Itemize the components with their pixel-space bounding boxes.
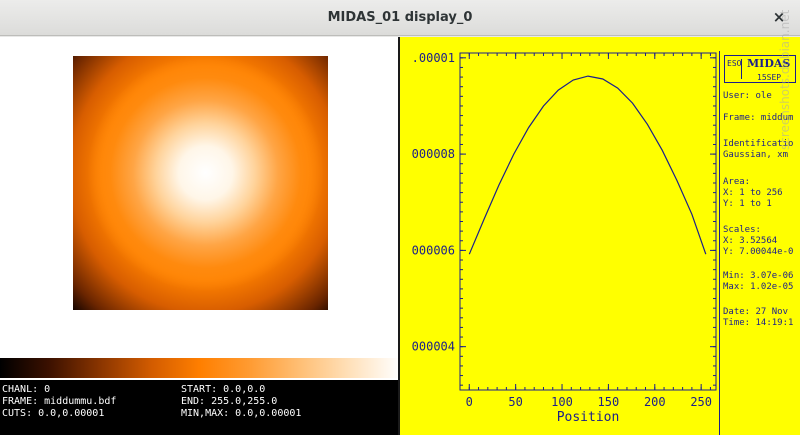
legend-ident-value: Gaussian, xm — [723, 150, 789, 160]
info-frame: FRAME: middummu.bdf — [2, 396, 117, 407]
x-tick-label: 250 — [690, 395, 712, 409]
x-tick-label: 200 — [644, 395, 666, 409]
x-tick-label: 150 — [598, 395, 620, 409]
plot-legend: ESO MIDAS 15SEP User: ole Frame: middum … — [719, 51, 800, 435]
logo-version: 15SEP — [757, 73, 782, 82]
image-info-panel: CHANL: 0 FRAME: middummu.bdf CUTS: 0.0,0… — [0, 380, 398, 435]
plot-display[interactable]: 0 50 100 150 200 250 .00001 000008 000006 000004 P… — [400, 37, 800, 435]
eso-logo-icon: ESO — [727, 59, 742, 79]
legend-scales-x: X: 3.52564 — [723, 236, 778, 246]
legend-scales-y: Y: 7.00044e-0 — [723, 247, 794, 257]
legend-frame: Frame: middum — [723, 113, 794, 123]
series-line — [468, 75, 707, 255]
legend-area-label: Area: — [723, 177, 751, 187]
logo-name: MIDAS — [747, 57, 791, 70]
info-chanl: CHANL: 0 — [2, 384, 51, 395]
legend-scales-label: Scales: — [723, 225, 761, 235]
window-titlebar[interactable]: MIDAS_01 display_0 × — [0, 0, 800, 36]
window-title: MIDAS_01 display_0 — [327, 10, 473, 25]
x-tick-label: 50 — [508, 395, 522, 409]
legend-user: User: ole — [723, 91, 772, 101]
watermark: screenshots.debian.net — [778, 9, 792, 150]
colormap-bar — [0, 358, 400, 378]
image-display[interactable]: CHANL: 0 FRAME: middummu.bdf CUTS: 0.0,0… — [0, 37, 400, 435]
x-tick-label: 100 — [551, 395, 573, 409]
x-tick-label: 0 — [466, 395, 473, 409]
y-tick-label: 000008 — [412, 147, 455, 161]
plot-frame — [459, 52, 717, 391]
y-tick-label: 000004 — [412, 340, 455, 354]
y-tick-label: 000006 — [412, 243, 455, 257]
y-tick-label: .00001 — [412, 51, 455, 65]
gaussian-image[interactable] — [73, 56, 328, 310]
legend-date: Date: 27 Nov — [723, 307, 789, 317]
legend-max: Max: 1.02e-05 — [723, 282, 794, 292]
legend-area-y: Y: 1 to 1 — [723, 199, 772, 209]
info-end: END: 255.0,255.0 — [181, 396, 278, 407]
legend-time: Time: 14:19:1 — [723, 318, 794, 328]
panel-divider — [398, 37, 400, 435]
info-cuts: CUTS: 0.0,0.00001 — [2, 408, 105, 419]
info-start: START: 0.0,0.0 — [181, 384, 266, 395]
line-plot[interactable]: 0 50 100 150 200 250 .00001 000008 000006 000004 P… — [400, 37, 720, 435]
legend-area-x: X: 1 to 256 — [723, 188, 783, 198]
info-minmax: MIN,MAX: 0.0,0.00001 — [181, 408, 302, 419]
x-axis-label: Position — [557, 410, 620, 425]
legend-ident-label: Identificatio — [723, 139, 794, 149]
midas-logo: ESO MIDAS 15SEP — [724, 55, 796, 83]
close-icon[interactable]: × — [772, 8, 786, 26]
legend-min: Min: 3.07e-06 — [723, 271, 794, 281]
